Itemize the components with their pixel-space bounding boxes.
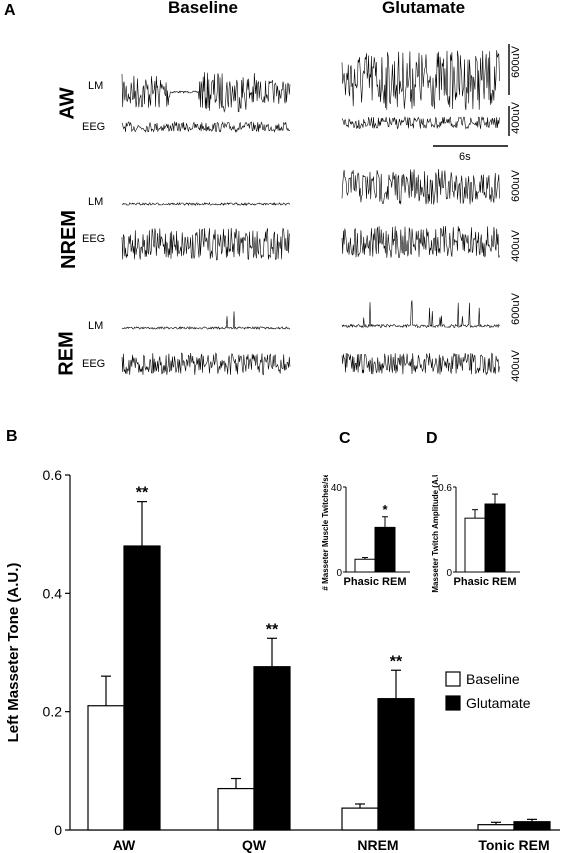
chart-c-significance: * bbox=[382, 502, 388, 517]
trace-label-rem-lm: LM bbox=[88, 320, 104, 332]
chart-b: 0 0.2 0.4 0.6 Left Masseter Tone (A.U.) ** AW *… bbox=[5, 467, 560, 853]
scale-label-rem-lm: 600uV bbox=[509, 293, 522, 325]
trace-label-nrem-eeg: EEG bbox=[82, 233, 106, 245]
chart-d-y-label: Masseter Twitch Amplitude (A.U.) bbox=[431, 475, 440, 593]
chart-b-legend-swatch bbox=[445, 671, 461, 687]
trace-aw-glutamate-eeg bbox=[341, 116, 500, 130]
chart-b-y-label: Left Masseter Tone (A.U.) bbox=[5, 563, 22, 743]
trace-nrem-glutamate-lm bbox=[341, 168, 500, 205]
chart-c-y-label: # Masseter Muscle Twitches/sec bbox=[321, 475, 330, 591]
trace-label-aw-lm: LM bbox=[88, 80, 104, 92]
chart-c-y-tick-label: 0 bbox=[336, 568, 342, 579]
chart-b-legend-label: Baseline bbox=[466, 671, 520, 687]
trace-nrem-glutamate-eeg bbox=[341, 225, 500, 258]
trace-aw-baseline-eeg bbox=[121, 120, 291, 133]
trace-nrem-baseline-lm bbox=[121, 201, 291, 206]
chart-b-significance: ** bbox=[136, 485, 149, 502]
chart-b-x-tick-label: AW bbox=[113, 837, 136, 853]
panel-a-traces bbox=[121, 44, 510, 376]
panel-d-letter: D bbox=[426, 430, 438, 447]
chart-c-y-tick-label: 40 bbox=[331, 483, 343, 494]
trace-aw-glutamate-lm bbox=[341, 50, 500, 110]
scale-label-rem-eeg: 400uV bbox=[509, 350, 522, 382]
scale-label-aw-eeg: 400uV bbox=[509, 102, 522, 134]
trace-rem-glutamate-lm bbox=[341, 300, 500, 329]
chart-b-y-tick-label: 0.4 bbox=[43, 585, 63, 601]
chart-c-bar-glutamate bbox=[374, 526, 396, 573]
chart-b-significance: ** bbox=[390, 653, 403, 670]
chart-c-bar-baseline bbox=[354, 558, 376, 573]
chart-b-x-tick-label: Tonic REM bbox=[478, 837, 549, 853]
trace-rem-glutamate-eeg bbox=[341, 352, 500, 376]
chart-b-y-tick-label: 0 bbox=[54, 822, 62, 838]
column-title-glutamate: Glutamate bbox=[382, 0, 466, 17]
chart-b-bar-glutamate-1 bbox=[253, 666, 291, 831]
column-title-baseline: Baseline bbox=[168, 0, 238, 17]
time-scale-label: 6s bbox=[459, 151, 471, 163]
trace-nrem-baseline-eeg bbox=[121, 227, 291, 261]
panel-a-letter: A bbox=[4, 2, 16, 19]
chart-b-bar-baseline-2 bbox=[341, 807, 379, 831]
trace-label-aw-eeg: EEG bbox=[82, 121, 106, 133]
trace-label-rem-eeg: EEG bbox=[82, 358, 106, 370]
chart-b-bar-baseline-1 bbox=[217, 787, 255, 831]
chart-c: 0 40# Masseter Muscle Twitches/sec * Phasic… bbox=[321, 475, 410, 591]
chart-b-bar-baseline-0 bbox=[87, 705, 125, 831]
chart-b-significance: ** bbox=[266, 621, 279, 638]
chart-d-bar-baseline bbox=[464, 517, 486, 573]
scale-label-nrem-lm: 600uV bbox=[509, 170, 522, 202]
trace-rem-baseline-eeg bbox=[121, 352, 291, 376]
chart-b-bar-baseline-3 bbox=[477, 824, 515, 831]
chart-b-y-tick-label: 0.2 bbox=[43, 704, 63, 720]
chart-b-legend-label: Glutamate bbox=[466, 695, 531, 711]
chart-d-y-tick-label: 0.6 bbox=[438, 483, 452, 494]
chart-b-y-tick-label: 0.6 bbox=[43, 467, 63, 483]
scale-label-aw-lm: 600uV bbox=[509, 46, 522, 78]
chart-b-legend-swatch bbox=[445, 695, 461, 711]
chart-d-bar-glutamate bbox=[484, 503, 506, 573]
chart-d-y-tick-label: 0 bbox=[446, 568, 452, 579]
chart-b-x-tick-label: NREM bbox=[357, 837, 398, 853]
scale-label-nrem-eeg: 400uV bbox=[509, 230, 522, 262]
chart-d-x-tick-label: Phasic REM bbox=[454, 576, 517, 588]
chart-b-x-tick-label: QW bbox=[242, 837, 267, 853]
chart-b-bar-glutamate-0 bbox=[123, 545, 161, 831]
trace-label-nrem-lm: LM bbox=[88, 196, 104, 208]
trace-rem-baseline-lm bbox=[121, 311, 291, 331]
trace-aw-baseline-lm bbox=[121, 72, 291, 113]
chart-c-x-tick-label: Phasic REM bbox=[344, 576, 407, 588]
panel-b-letter: B bbox=[6, 428, 18, 445]
chart-b-bar-glutamate-3 bbox=[513, 821, 551, 831]
chart-b-bar-glutamate-2 bbox=[377, 698, 415, 831]
panel-c-letter: C bbox=[339, 430, 351, 447]
